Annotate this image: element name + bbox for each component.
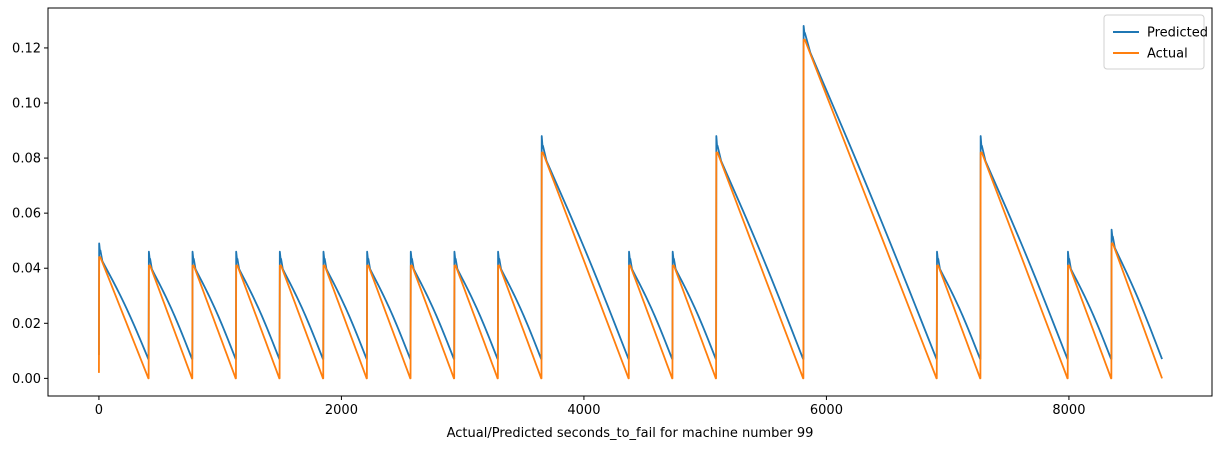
x-tick-label: 4000: [567, 403, 600, 418]
legend-label-predicted: Predicted: [1147, 26, 1208, 41]
y-tick-label: 0.00: [12, 372, 41, 387]
y-tick-label: 0.12: [12, 41, 41, 56]
x-tick-label: 2000: [325, 403, 358, 418]
series-layer: [98, 24, 1163, 380]
x-tick-label: 8000: [1052, 403, 1085, 418]
series-line-predicted: [98, 24, 1163, 360]
legend-box: [1103, 14, 1205, 70]
y-tick-label: 0.10: [12, 97, 41, 112]
y-tick-label: 0.06: [12, 207, 41, 222]
y-tick-label: 0.08: [12, 152, 41, 167]
x-tick-label: 6000: [810, 403, 843, 418]
legend: Predicted Actual: [1103, 14, 1208, 70]
y-tick-label: 0.04: [12, 262, 41, 277]
y-axis-ticks: 0.00 0.02 0.04 0.06 0.08 0.10 0.12: [12, 41, 48, 387]
x-tick-label: 0: [95, 403, 103, 418]
x-axis-label: Actual/Predicted seconds_to_fail for mac…: [447, 426, 814, 441]
y-tick-label: 0.02: [12, 317, 41, 332]
axes-frame: [47, 7, 1213, 397]
x-axis-ticks: 0 2000 4000 6000 8000: [95, 396, 1085, 418]
legend-label-actual: Actual: [1147, 47, 1188, 62]
series-line-actual: [98, 38, 1163, 380]
